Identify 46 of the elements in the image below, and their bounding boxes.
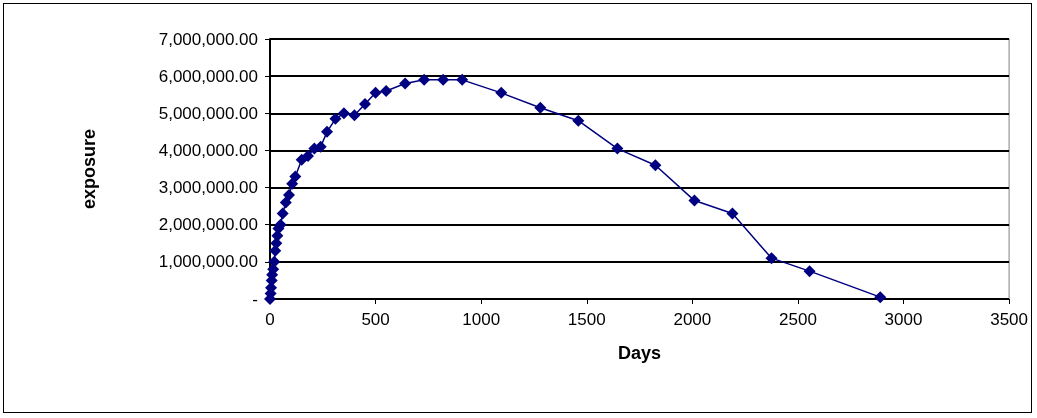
x-tick-label: 1500 xyxy=(567,310,606,329)
y-tick-label: 2,000,000.00 xyxy=(158,215,258,235)
point xyxy=(649,159,662,172)
point xyxy=(348,109,361,122)
y-tick-label: 5,000,000.00 xyxy=(158,103,258,123)
point xyxy=(437,73,450,86)
point xyxy=(399,77,412,90)
point xyxy=(286,177,299,190)
point xyxy=(611,142,624,155)
point xyxy=(456,73,469,86)
y-axis-title: exposure xyxy=(79,128,99,210)
point xyxy=(572,114,585,127)
point xyxy=(380,85,393,97)
y-tick-label: - xyxy=(252,289,258,309)
point xyxy=(726,207,739,220)
x-tick-label: 500 xyxy=(361,310,390,329)
x-tick-label: 1000 xyxy=(462,310,501,329)
point xyxy=(874,291,887,304)
x-tick-label: 2000 xyxy=(673,310,712,329)
y-tick-label: 7,000,000.00 xyxy=(158,29,258,49)
point xyxy=(279,196,292,209)
point xyxy=(289,170,302,183)
y-tick-label: 3,000,000.00 xyxy=(158,178,258,198)
point xyxy=(276,207,289,220)
x-tick-label: 3500 xyxy=(990,310,1028,329)
point xyxy=(283,189,296,201)
point xyxy=(337,107,350,120)
point xyxy=(495,86,508,99)
x-axis-title: Days xyxy=(618,343,662,363)
point xyxy=(418,73,431,86)
point xyxy=(359,98,372,110)
point xyxy=(369,86,382,99)
y-tick-label: 6,000,000.00 xyxy=(158,66,258,86)
x-tick-label: 3000 xyxy=(884,310,923,329)
point xyxy=(534,101,547,114)
y-tick-label: 1,000,000.00 xyxy=(158,252,258,272)
point xyxy=(765,252,778,265)
y-tick-label: 4,000,000.00 xyxy=(158,140,258,160)
point xyxy=(321,125,334,138)
point xyxy=(295,153,308,166)
point xyxy=(688,194,701,207)
x-tick-label: 0 xyxy=(265,310,275,329)
x-tick-label: 2500 xyxy=(779,310,817,329)
point xyxy=(302,150,315,162)
point xyxy=(803,265,816,278)
point xyxy=(329,112,342,125)
